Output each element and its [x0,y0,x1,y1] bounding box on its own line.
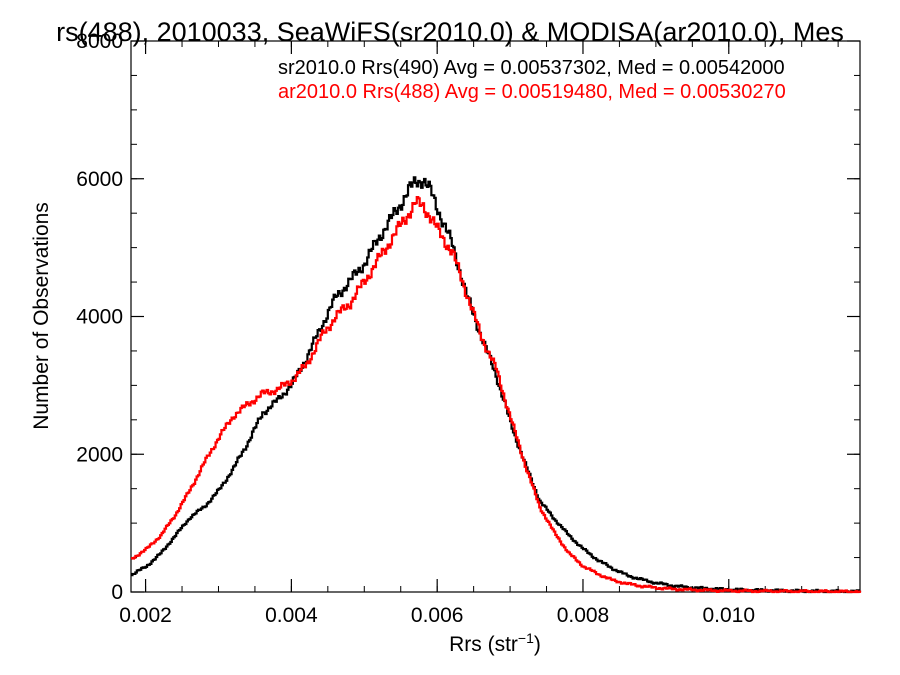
plot-frame [130,40,861,593]
x-tick-labels: 0.002 0.004 0.006 0.008 0.010 [119,604,755,627]
x-tick-label: 0.004 [265,604,318,627]
minor-ticks [131,40,860,593]
y-axis-label: Number of Observations [30,202,53,430]
series-layer [131,176,862,594]
y-tick-labels: 0 2000 4000 6000 8000 [76,30,123,604]
x-axis-label-exponent: −1 [518,630,534,646]
histogram-series-0 [131,176,862,594]
legend-entry-ar2010: ar2010.0 Rrs(488) Avg = 0.00519480, Med … [278,81,786,103]
x-tick-label: 0.010 [702,604,755,627]
x-axis-label-main: Rrs (str [449,633,518,656]
plot-area: 0.002 0.004 0.006 0.008 0.010 0 2000 4000 6000 8… [76,30,862,627]
x-tick-label: 0.008 [557,604,610,627]
y-tick-label: 8000 [76,30,123,53]
legend-entry-sr2010: sr2010.0 Rrs(490) Avg = 0.00537302, Med … [278,57,785,79]
x-tick-label: 0.002 [119,604,172,627]
y-tick-label: 0 [111,581,123,604]
major-ticks [131,40,860,593]
chart-title: rs(488), 2010033, SeaWiFS(sr2010.0) & MO… [56,17,844,47]
histogram-series-1 [131,196,862,594]
x-tick-label: 0.006 [411,604,464,627]
x-axis-label: Rrs (str−1) [449,630,541,656]
y-tick-label: 2000 [76,443,123,466]
x-axis-label-close: ) [534,633,541,656]
y-tick-label: 4000 [76,306,123,329]
y-tick-label: 6000 [76,168,123,191]
